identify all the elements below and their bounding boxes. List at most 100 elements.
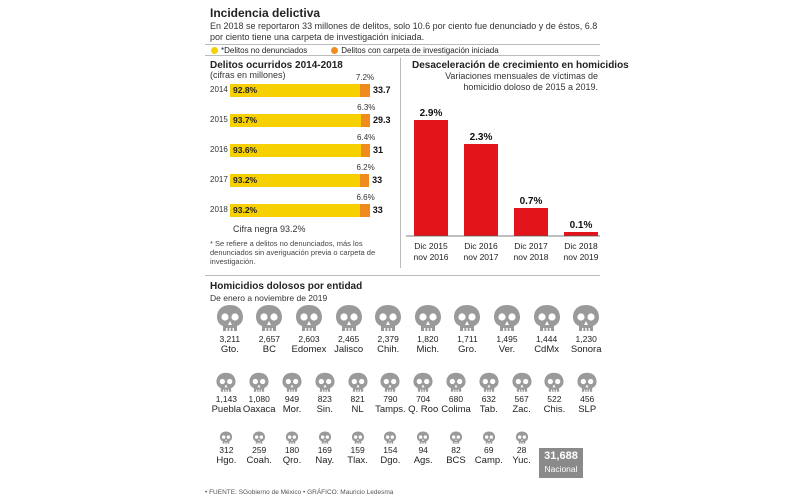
bar-carpeta-label: 6.2% — [356, 163, 375, 172]
entity-cell: 2,465 Jalisco — [329, 304, 369, 355]
entity-value: 1,080 — [248, 394, 270, 404]
entity-name: Jalisco — [334, 344, 364, 355]
entity-value: 790 — [383, 394, 398, 404]
entity-cell: 312 Hgo. — [210, 431, 243, 466]
entity-value: 69 — [484, 445, 494, 455]
skull-icon — [417, 431, 430, 444]
growth-tick-label: Dic 2017 — [514, 241, 548, 251]
homicide-growth-title: Desaceleración de crecimiento en homicid… — [412, 60, 629, 71]
skull-icon — [249, 372, 269, 392]
entity-name: Edomex — [291, 344, 327, 355]
entity-value: 1,495 — [496, 334, 518, 344]
entity-cell: 1,711 Gro. — [448, 304, 488, 355]
bar-carpeta — [360, 174, 370, 187]
growth-bar — [514, 208, 548, 236]
skull-icon — [454, 305, 481, 331]
bar-total-label: 31 — [373, 145, 384, 155]
entity-name: Sin. — [316, 404, 333, 415]
entity-name: Qro. — [282, 455, 302, 466]
entity-value: 1,143 — [215, 394, 238, 404]
entity-name: BC — [262, 344, 276, 355]
bar-carpeta-label: 6.6% — [356, 193, 375, 202]
bar-no-denunciados-label: 93.7% — [233, 115, 258, 125]
entity-value: 704 — [416, 394, 431, 404]
horizontal-divider — [205, 275, 600, 276]
entity-cell: 790 Tamps. — [374, 372, 407, 415]
growth-bar — [414, 120, 448, 236]
entity-cell: 2,603 Edomex — [289, 304, 329, 355]
skull-icon — [573, 305, 600, 331]
entity-cell: 159 Tlax. — [341, 431, 374, 466]
entity-cell: 2,657 BC — [250, 304, 290, 355]
skull-icon — [544, 372, 564, 392]
legend-item-no-denunciados: *Delitos no denunciados — [211, 46, 307, 55]
skull-icon — [295, 305, 322, 331]
skull-icon — [256, 305, 283, 331]
entity-name: NL — [351, 404, 364, 415]
entity-name: SLP — [578, 404, 597, 415]
entity-cell: 259 Coah. — [243, 431, 276, 466]
entity-name: Nay. — [315, 455, 335, 466]
skull-icon — [216, 372, 236, 392]
skull-icon — [512, 372, 532, 392]
entity-value: 1,820 — [417, 334, 439, 344]
bar-no-denunciados — [230, 174, 361, 187]
growth-bar-label: 0.7% — [520, 196, 543, 207]
entity-cell: 1,230 Sonora — [566, 304, 606, 355]
entity-cell: 1,080 Oaxaca — [243, 372, 276, 415]
legend: *Delitos no denunciados Delitos con carp… — [205, 44, 600, 56]
entity-name: Coah. — [246, 455, 272, 466]
bar-year-label: 2018 — [210, 205, 228, 214]
entity-name: Zac. — [512, 404, 531, 415]
cifra-negra-note: Cifra negra 93.2% — [233, 224, 306, 234]
entity-value: 3,211 — [219, 334, 241, 344]
entity-cell: 632 Tab. — [472, 372, 505, 415]
bar-no-denunciados-label: 93.2% — [233, 205, 258, 215]
entity-name: Colima — [441, 404, 471, 415]
growth-tick-label: nov 2016 — [414, 252, 449, 262]
growth-tick-label: Dic 2018 — [564, 241, 598, 251]
entity-cell: 28 Yuc. — [505, 431, 538, 466]
growth-bar — [564, 232, 598, 236]
skull-icon — [384, 431, 397, 444]
entity-cell: 1,444 CdMx — [527, 304, 567, 355]
skull-icon — [449, 431, 463, 444]
entity-cell: 169 Nay. — [308, 431, 341, 466]
skull-icon — [482, 431, 495, 444]
skull-icon — [414, 305, 441, 331]
bar-year-label: 2017 — [210, 175, 228, 184]
entity-name: Oaxaca — [242, 404, 276, 415]
entity-name: Ver. — [498, 344, 516, 355]
entity-name: Gro. — [458, 344, 477, 355]
entity-cell: 1,143 Puebla — [210, 372, 243, 415]
entity-name: Dgo. — [380, 455, 401, 466]
entity-value: 1,711 — [457, 334, 478, 344]
skull-icon — [335, 305, 362, 331]
skull-icon — [220, 431, 233, 444]
entity-value: 82 — [451, 445, 461, 455]
skull-icon — [413, 372, 433, 392]
entity-value: 680 — [448, 394, 464, 404]
bar-year-label: 2016 — [210, 145, 228, 154]
page-subtitle: En 2018 se reportaron 33 millones de del… — [210, 21, 598, 42]
legend-label: *Delitos no denunciados — [221, 45, 308, 55]
bar-no-denunciados-label: 93.2% — [233, 175, 258, 185]
entity-name: Ags. — [413, 455, 433, 466]
bars-footnote: * Se refiere a delitos no denunciados, m… — [210, 239, 376, 266]
growth-bar — [464, 144, 498, 236]
skull-icon — [253, 431, 266, 444]
entity-name: Chis. — [543, 404, 566, 415]
entity-name: Mor. — [282, 404, 302, 415]
entity-value: 312 — [219, 445, 234, 455]
bars-chart-subtitle: (cifras en millones) — [210, 70, 286, 80]
bar-no-denunciados — [230, 84, 360, 97]
entity-cell: 704 Q. Roo — [407, 372, 440, 415]
bars-chart-title: Delitos ocurridos 2014-2018 — [210, 60, 343, 71]
skull-icon — [380, 372, 400, 392]
entity-cell: 567 Zac. — [505, 372, 538, 415]
national-total-label: Nacional — [544, 464, 578, 474]
bar-carpeta-label: 6.4% — [357, 133, 376, 142]
entity-cell: 680 Colima — [440, 372, 473, 415]
bar-total-label: 29.3 — [373, 115, 391, 125]
entity-cell: 456 SLP — [571, 372, 604, 415]
